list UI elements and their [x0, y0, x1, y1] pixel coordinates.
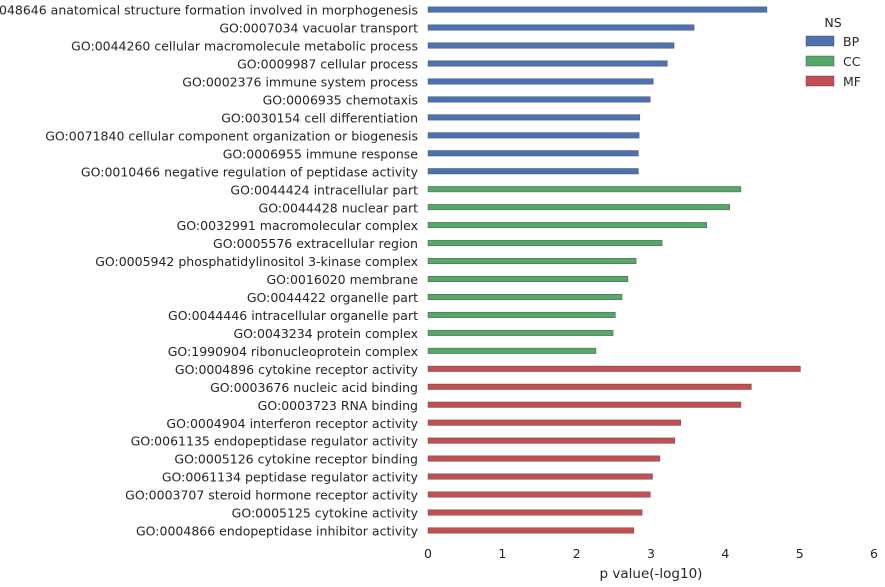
bar-cc	[427, 329, 614, 336]
category-label: GO:0010466 negative regulation of peptid…	[81, 164, 419, 179]
bar-bp	[427, 114, 641, 121]
bar-bp	[427, 150, 639, 157]
category-label: GO:0030154 cell differentiation	[221, 110, 418, 125]
bar-bp	[427, 24, 695, 31]
x-tick-label: 6	[870, 546, 878, 561]
bar-mf	[427, 383, 752, 390]
bar-bp	[427, 168, 639, 175]
legend-title: NS	[824, 15, 841, 30]
bar-mf	[427, 473, 653, 480]
bar-mf	[427, 509, 643, 516]
category-label: GO:0044260 cellular macromolecule metabo…	[71, 39, 418, 54]
bar-bp	[427, 60, 668, 67]
category-label: GO:0006955 immune response	[223, 146, 419, 161]
bar-bp	[427, 96, 651, 103]
legend: NS BP CC MF	[805, 15, 861, 89]
category-label: GO:0002376 immune system process	[182, 75, 418, 90]
category-label: GO:0043234 protein complex	[233, 326, 418, 341]
bar-mf	[427, 455, 661, 462]
category-label: GO:0005125 cytokine activity	[232, 506, 419, 521]
bar-cc	[427, 311, 616, 318]
category-label: GO:0004904 interferon receptor activity	[166, 416, 418, 431]
category-label: GO:0044424 intracellular part	[230, 182, 418, 197]
category-label: GO:1990904 ribonucleoprotein complex	[168, 344, 418, 359]
legend-label-bp: BP	[843, 34, 860, 49]
category-label: GO:0044422 organelle part	[247, 290, 418, 305]
x-tick-label: 5	[796, 546, 804, 561]
category-label: GO:0006935 chemotaxis	[263, 93, 418, 108]
bar-cc	[427, 240, 663, 247]
category-label: GO:0003676 nucleic acid binding	[210, 380, 418, 395]
category-labels: GO:0048646 anatomical structure formatio…	[0, 3, 419, 539]
category-label: GO:0005576 extracellular region	[213, 236, 418, 251]
category-label: GO:0044428 nuclear part	[259, 200, 419, 215]
category-label: GO:0071840 cellular component organizati…	[45, 128, 418, 143]
category-label: GO:0009987 cellular process	[237, 57, 418, 72]
legend-swatch-cc	[805, 55, 835, 67]
category-label: GO:0061134 peptidase regulator activity	[162, 470, 419, 485]
bar-bp	[427, 78, 654, 85]
legend-swatch-mf	[805, 75, 835, 87]
category-label: GO:0032991 macromolecular complex	[177, 218, 418, 233]
bar-mf	[427, 365, 801, 372]
bar-cc	[427, 186, 742, 193]
category-label: GO:0004866 endopeptidase inhibitor activ…	[136, 524, 419, 539]
bar-mf	[427, 491, 651, 498]
bar-mf	[427, 437, 675, 444]
x-tick-label: 0	[424, 546, 432, 561]
category-label: GO:0004896 cytokine receptor activity	[175, 362, 419, 377]
bar-cc	[427, 276, 629, 282]
bar-cc	[427, 294, 623, 300]
bar-bp	[427, 6, 768, 13]
category-label: GO:0003707 steroid hormone receptor acti…	[125, 488, 418, 503]
bar-bp	[427, 132, 640, 139]
legend-label-cc: CC	[843, 54, 861, 69]
bar-mf	[427, 401, 742, 408]
x-axis-title: p value(-log10)	[600, 566, 703, 582]
bar-bp	[427, 42, 675, 49]
bar-mf	[427, 527, 635, 534]
bar-cc	[427, 347, 597, 354]
x-tick-label: 3	[647, 546, 655, 561]
bar-mf	[427, 419, 681, 426]
bar-cc	[427, 222, 707, 229]
legend-items: BP CC MF	[805, 34, 861, 89]
bar-cc	[427, 204, 730, 211]
x-tick-label: 2	[573, 546, 581, 561]
category-label: GO:0007034 vacuolar transport	[219, 21, 418, 36]
category-label: GO:0005126 cytokine receptor binding	[174, 452, 418, 467]
category-label: GO:0048646 anatomical structure formatio…	[0, 3, 418, 18]
category-label: GO:0005942 phosphatidylinositol 3-kinase…	[95, 254, 418, 269]
bar-series	[427, 6, 801, 534]
bar-cc	[427, 258, 637, 264]
category-label: GO:0044446 intracellular organelle part	[168, 308, 418, 323]
x-tick-label: 4	[721, 546, 729, 561]
legend-label-mf: MF	[843, 74, 861, 89]
category-label: GO:0061135 endopeptidase regulator activ…	[131, 434, 419, 449]
category-label: GO:0016020 membrane	[266, 272, 418, 287]
legend-swatch-bp	[805, 35, 835, 47]
category-label: GO:0003723 RNA binding	[258, 398, 418, 413]
x-tick-label: 1	[498, 546, 506, 561]
x-axis-ticks: 0 1 2 3 4 5 6	[424, 546, 878, 561]
